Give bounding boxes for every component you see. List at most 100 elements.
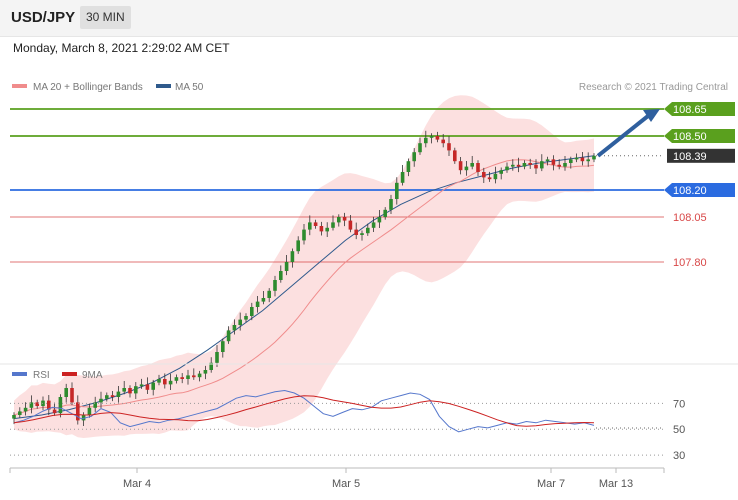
candle-bearish	[319, 226, 324, 232]
candle-bullish	[279, 271, 283, 280]
candle-bullish	[186, 375, 190, 379]
candle-bullish	[221, 341, 225, 352]
current-price-tag	[667, 148, 735, 163]
candle-bullish	[93, 402, 97, 408]
candle-bullish	[29, 402, 34, 408]
candle-bullish	[389, 199, 393, 210]
candle-bullish	[522, 163, 527, 167]
candle-bearish	[70, 388, 74, 403]
candle-bearish	[441, 139, 445, 144]
x-axis: Mar 4 Mar 5 Mar 7 Mar 13	[9, 467, 665, 490]
candle-bearish	[192, 375, 196, 378]
rsi-panel: RSI 9MA 70 50 30	[0, 363, 738, 462]
candle-bullish	[290, 251, 295, 262]
candle-bullish	[406, 161, 411, 172]
research-credit: Research © 2021 Trading Central	[579, 82, 728, 93]
candle-bullish	[134, 386, 138, 394]
chart-legend: MA 20 + Bollinger Bands MA 50 Research ©…	[12, 82, 728, 93]
rsi-level-label-30: 30	[673, 450, 685, 462]
candle-bullish	[261, 298, 266, 302]
x-tick-label: Mar 5	[332, 478, 360, 490]
candle-bearish	[110, 395, 115, 397]
x-tick-label: Mar 7	[537, 478, 565, 490]
ma20-line	[13, 159, 595, 416]
candle-bullish	[296, 240, 300, 252]
timeframe-badge[interactable]: 30 MIN	[80, 6, 131, 29]
level-tag-108-20	[664, 183, 735, 197]
candle-bullish	[360, 233, 364, 235]
candles	[12, 130, 596, 426]
candle-bullish	[157, 379, 161, 383]
candle-bullish	[203, 370, 208, 374]
moving-averages	[13, 109, 660, 420]
candle-bullish	[273, 280, 277, 291]
candle-bullish	[569, 159, 573, 163]
candle-bullish	[139, 384, 144, 387]
candle-bullish	[470, 163, 474, 167]
candle-bullish	[81, 415, 86, 421]
candle-bullish	[302, 229, 306, 241]
candle-bullish	[366, 227, 370, 234]
ma50-legend-swatch	[156, 84, 171, 88]
candle-bullish	[267, 290, 271, 298]
candle-bullish	[464, 166, 469, 171]
candle-bearish	[354, 229, 358, 235]
candle-bearish	[348, 220, 353, 230]
candle-bearish	[145, 384, 150, 390]
candle-bearish	[557, 164, 561, 167]
candle-bearish	[47, 400, 51, 410]
candle-bullish	[87, 407, 92, 415]
candle-bullish	[99, 398, 103, 403]
candle-bearish	[516, 164, 521, 167]
candle-bullish	[23, 407, 28, 412]
symbol-title: USD/JPY	[11, 9, 76, 26]
candle-bullish	[586, 159, 590, 162]
ma20-legend-label: MA 20 + Bollinger Bands	[33, 82, 143, 93]
forecast-arrow-head	[643, 109, 660, 122]
candle-bearish	[180, 377, 184, 379]
candle-bullish	[226, 330, 231, 342]
candle-bullish	[337, 217, 341, 223]
ma50-line	[13, 155, 595, 420]
candle-bullish	[429, 136, 434, 138]
candle-bearish	[551, 159, 556, 165]
top-bar: USD/JPY 30 MIN	[0, 0, 738, 37]
candle-bullish	[174, 377, 179, 381]
bollinger-band-area	[14, 95, 594, 439]
candle-bullish	[12, 415, 16, 419]
candle-bullish	[331, 222, 335, 228]
candle-bearish	[534, 164, 538, 169]
candle-bullish	[424, 137, 428, 144]
rsi-level-label-70: 70	[673, 398, 685, 410]
candle-bearish	[163, 379, 167, 385]
candle-bullish	[499, 170, 503, 174]
candle-bullish	[377, 217, 382, 223]
forecast-arrow-shaft	[596, 114, 650, 158]
candle-bullish	[540, 161, 544, 169]
ma20-legend-swatch	[12, 84, 27, 88]
level-tag-108-50	[664, 129, 735, 143]
candle-bullish	[493, 173, 498, 180]
candle-bearish	[52, 409, 57, 414]
candle-bearish	[476, 163, 480, 172]
candle-bullish	[383, 209, 387, 217]
candle-bearish	[342, 217, 347, 221]
level-label-108-50: 108.50	[673, 131, 707, 143]
candle-bullish	[215, 352, 219, 363]
ma9-legend-swatch	[62, 372, 77, 376]
candle-bearish	[447, 143, 451, 151]
candle-bullish	[308, 222, 312, 230]
candle-bullish	[284, 262, 289, 271]
rsi-legend-swatch	[12, 372, 27, 376]
candle-bearish	[453, 150, 457, 162]
level-labels: 108.65 108.50 108.39 108.20 108.05 107.80	[664, 102, 735, 269]
candle-bearish	[35, 402, 39, 406]
ma9-legend-label: 9MA	[82, 370, 103, 381]
level-label-108-05: 108.05	[673, 212, 707, 224]
x-tick-label: Mar 4	[123, 478, 151, 490]
candle-bearish	[313, 222, 318, 226]
candle-bullish	[244, 316, 248, 320]
candle-bullish	[545, 159, 550, 162]
candle-bearish	[580, 157, 585, 162]
